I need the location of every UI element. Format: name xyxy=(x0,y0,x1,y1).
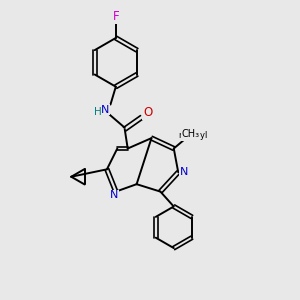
Text: O: O xyxy=(143,106,152,119)
Text: H: H xyxy=(94,107,101,117)
Text: N: N xyxy=(179,167,188,177)
Text: methyl: methyl xyxy=(178,131,208,140)
Text: N: N xyxy=(101,105,110,115)
Text: CH₃: CH₃ xyxy=(181,129,199,139)
Text: N: N xyxy=(110,190,118,200)
Text: F: F xyxy=(112,10,119,23)
